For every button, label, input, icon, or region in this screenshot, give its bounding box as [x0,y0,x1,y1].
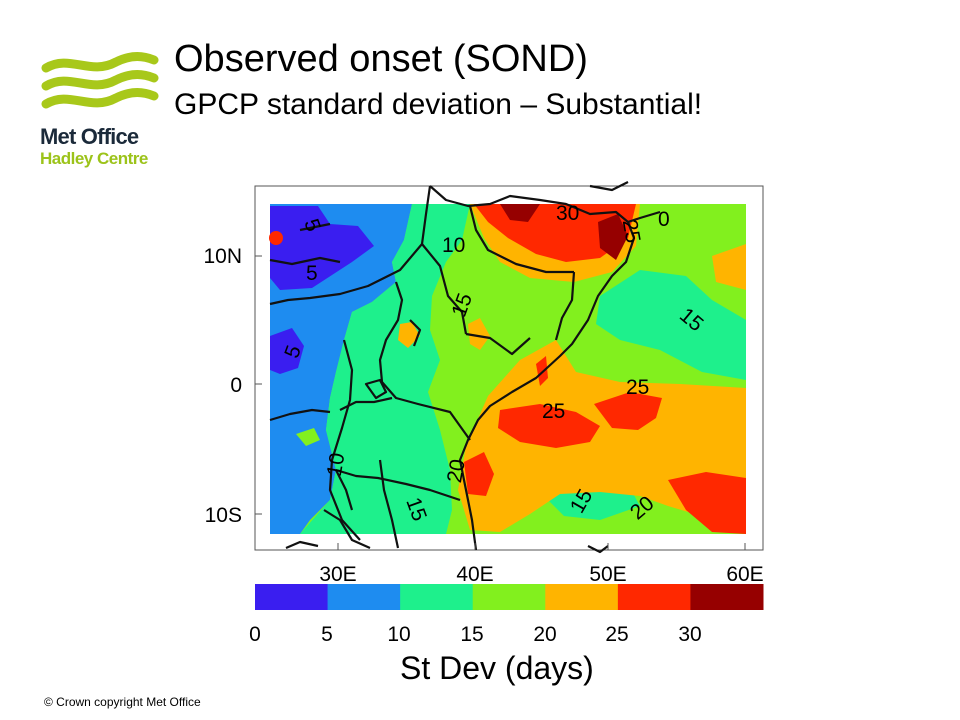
field-30plus-north [500,204,540,222]
axis-ticks [255,255,746,550]
colorbar [255,584,764,610]
field-small-patch-4 [536,356,548,386]
field-25-30-se [668,472,746,534]
contour-label: 10 [323,451,350,478]
colorbar-swatch [255,584,329,610]
field-10-15-east [596,270,746,380]
contour-label: 20 [443,458,470,485]
colorbar-tick-0: 0 [249,623,261,646]
colorbar-swatch [472,584,546,610]
field-10-15 [300,204,470,534]
field-25-30-sw [464,452,494,496]
colorbar-swatch [400,584,474,610]
contour-label: 0 [658,208,670,231]
contour-label: 10 [442,234,465,257]
field-0-5-nw [270,206,374,290]
lon-label-50e: 50E [589,563,626,586]
page-subtitle: GPCP standard deviation – Substantial! [174,88,703,121]
lon-label-30e: 30E [319,563,356,586]
met-office-wave-logo-icon [41,52,159,109]
lat-label-10s: 10S [205,504,242,527]
country-borders [269,181,661,554]
contour-label: 25 [626,376,649,399]
colorbar-tick-25: 25 [605,623,629,646]
copyright-notice: © Crown copyright Met Office [44,695,201,709]
field-30plus-north2 [598,214,628,260]
field-25-30-east [594,392,662,430]
lon-label-40e: 40E [456,563,493,586]
contour-label: 25 [618,218,645,245]
field-small-patch-2 [398,322,420,348]
field-0-5-w [270,328,304,374]
field-small-patch-1 [296,428,320,446]
colorbar-swatch [690,584,764,610]
colorbar-swatch [327,584,401,610]
colorbar-tick-30: 30 [678,623,702,646]
colorbar-tick-10: 10 [387,623,411,646]
page-title: Observed onset (SOND) [174,38,588,80]
colorbar-tick-20: 20 [533,623,557,646]
colorbar-tick-5: 5 [321,623,333,646]
colorbar-tick-15: 15 [460,623,484,646]
lon-label-60e: 60E [726,563,763,586]
field-small-patch-3 [468,318,490,350]
contour-label: 5 [306,262,318,285]
field-hotspot-nw [269,231,283,245]
colorbar-label: St Dev (days) [400,650,594,686]
logo-name: Met Office [40,124,139,149]
lat-label-10n: 10N [203,245,242,268]
colorbar-swatch [545,584,619,610]
field-20-25-ne [712,244,746,290]
logo-subname: Hadley Centre [40,149,148,168]
contour-label: 25 [542,400,565,423]
colorbar-swatch [617,584,691,610]
field-25-30-south [498,404,600,448]
contour-label: 30 [556,202,579,225]
lat-label-0: 0 [230,374,242,397]
